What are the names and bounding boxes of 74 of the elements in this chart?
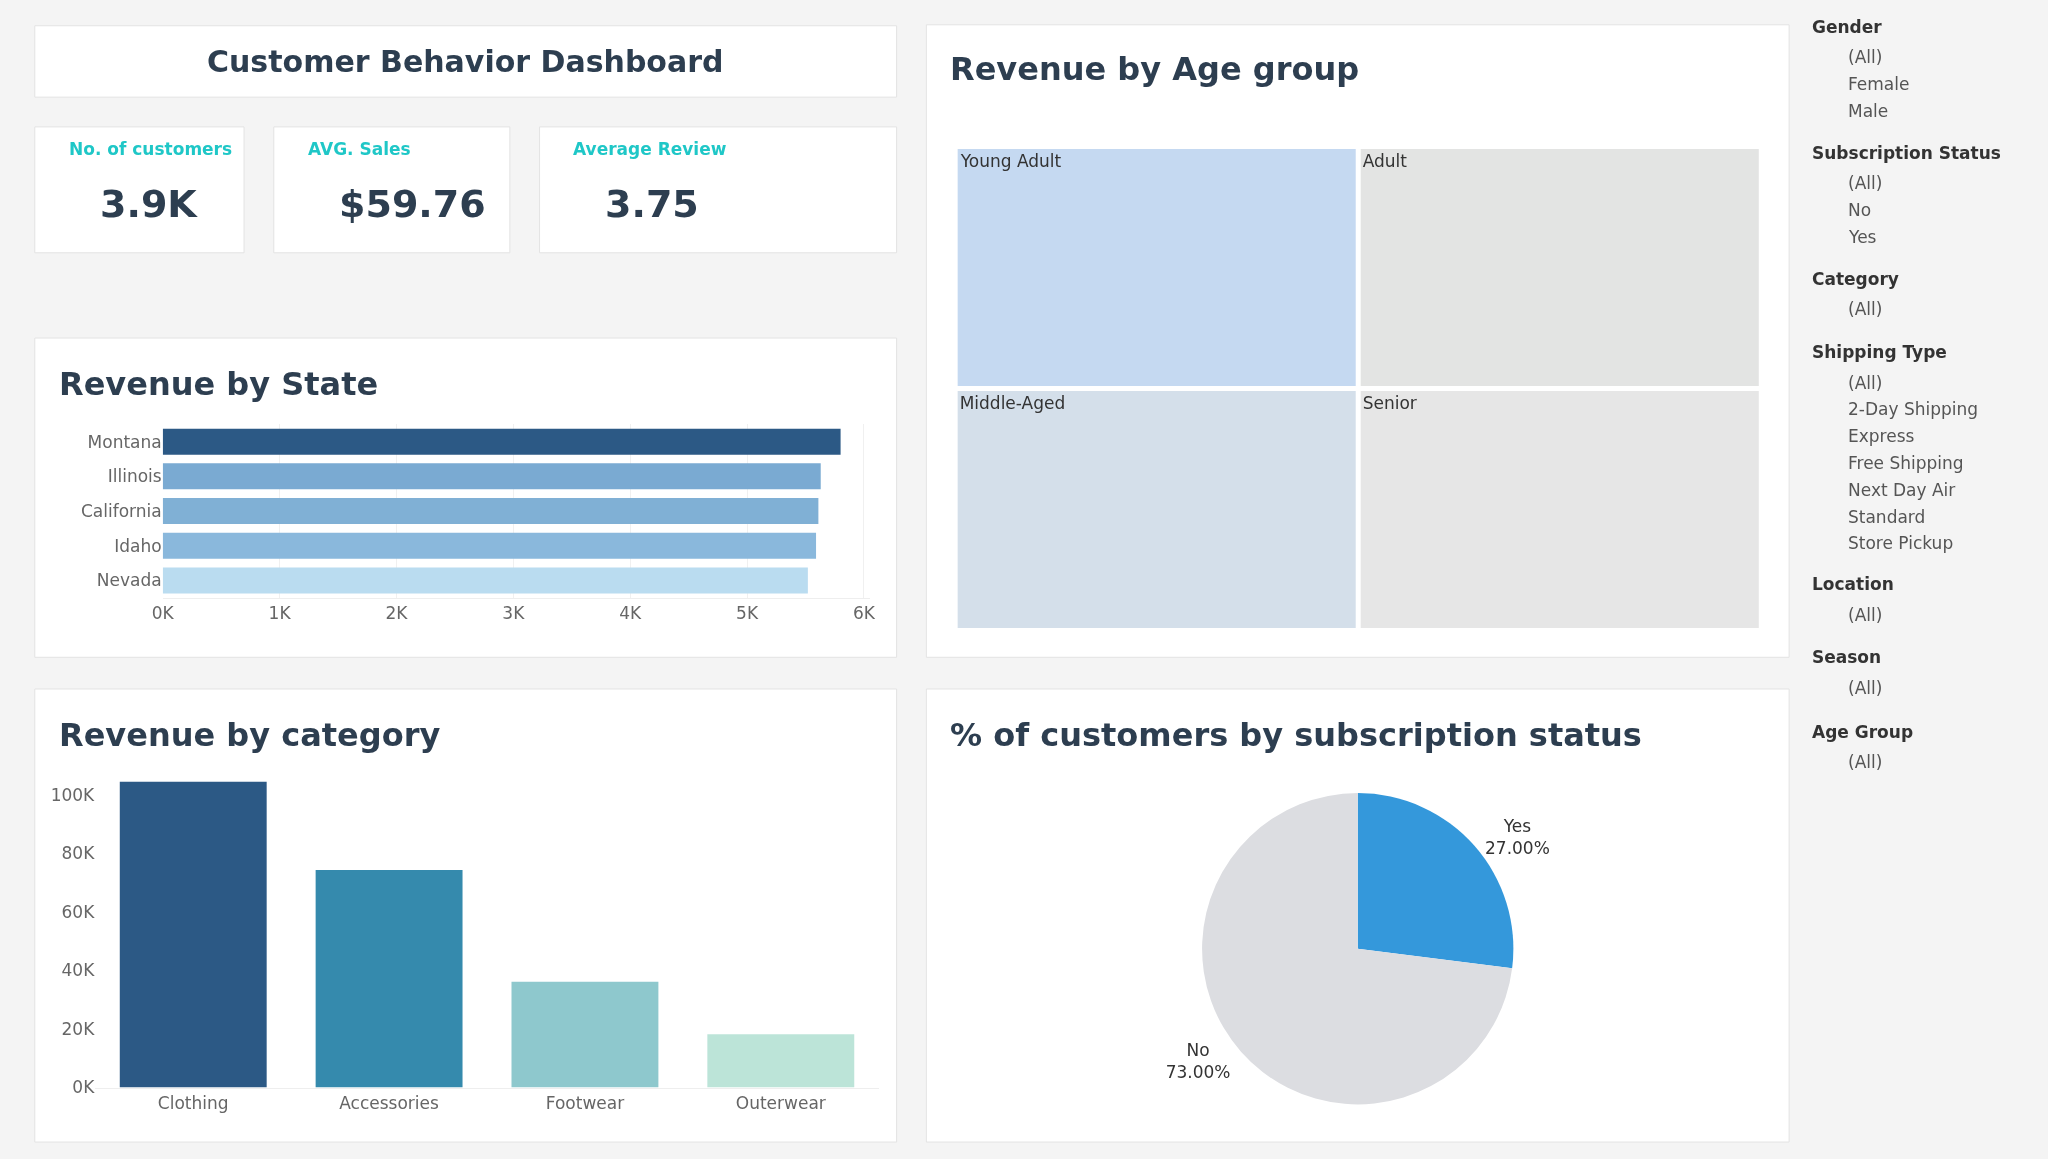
- bar: [511, 981, 659, 1088]
- text: Male: [1848, 101, 1889, 121]
- text: Location: [1812, 574, 1894, 594]
- text: Next Day Air: [1848, 480, 1956, 500]
- bar: [315, 870, 463, 1088]
- category-label: Middle-Aged: [959, 392, 1066, 413]
- x-tick-label: Accessories: [339, 1092, 440, 1113]
- x-tick-label: Clothing: [157, 1092, 229, 1113]
- bar: [162, 567, 808, 594]
- y-tick-label: Nevada: [96, 570, 162, 591]
- category-label: Senior: [1362, 392, 1417, 413]
- x-tick-label: 2K: [385, 603, 409, 624]
- y-tick-label: 80K: [61, 843, 96, 864]
- text: Average Review: [573, 139, 727, 159]
- y-tick-label: California: [81, 501, 162, 522]
- bar: [119, 781, 267, 1088]
- text: Subscription Status: [1812, 143, 2001, 163]
- text: Express: [1848, 426, 1915, 446]
- x-tick-label: 1K: [268, 603, 292, 624]
- y-tick-label: 20K: [61, 1018, 96, 1039]
- text: Gender: [1812, 17, 1883, 37]
- data-label: 27.00%: [1485, 837, 1550, 858]
- chart-title: Revenue by category: [59, 716, 441, 754]
- text: 3.9K: [100, 182, 199, 226]
- text: AVG. Sales: [308, 139, 411, 159]
- x-tick-label: 0K: [151, 603, 175, 624]
- slice-label: No: [1186, 1039, 1210, 1060]
- text: Category: [1812, 269, 1899, 289]
- category-label: Adult: [1362, 151, 1408, 172]
- bar: [162, 428, 841, 455]
- x-tick-label: 4K: [619, 603, 643, 624]
- x-tick-label: 3K: [502, 603, 526, 624]
- text: (All): [1848, 373, 1883, 393]
- text: Store Pickup: [1848, 533, 1954, 553]
- category-label: Young Adult: [959, 151, 1062, 172]
- text: Revenue by Age group: [950, 50, 1360, 88]
- bar: [162, 532, 817, 559]
- bar: [707, 1034, 855, 1088]
- x-tick-label: Outerwear: [735, 1092, 826, 1113]
- text: Season: [1812, 647, 1882, 667]
- text: (All): [1848, 752, 1883, 772]
- text: Shipping Type: [1812, 342, 1947, 362]
- x-tick-label: Footwear: [545, 1092, 625, 1113]
- bar: [162, 463, 821, 490]
- bar: [162, 498, 819, 525]
- text: No: [1848, 200, 1872, 220]
- y-tick-label: 0K: [72, 1077, 96, 1098]
- y-tick-label: 100K: [50, 784, 96, 805]
- text: (All): [1848, 605, 1883, 625]
- text: (All): [1848, 299, 1883, 319]
- text: (All): [1848, 678, 1883, 698]
- y-tick-label: Illinois: [107, 466, 162, 487]
- chart-title: % of customers by subscription status: [950, 716, 1642, 754]
- text: 2-Day Shipping: [1848, 399, 1979, 419]
- data-label: 73.00%: [1165, 1061, 1231, 1082]
- y-tick-label: 40K: [61, 960, 96, 981]
- text: 3.75: [605, 182, 699, 226]
- text: Free Shipping: [1848, 453, 1964, 473]
- text: Age Group: [1812, 722, 1914, 742]
- x-tick-label: 5K: [736, 603, 759, 624]
- y-tick-label: Idaho: [114, 535, 162, 556]
- y-tick-label: Montana: [87, 431, 162, 452]
- text: Customer Behavior Dashboard: [207, 44, 724, 79]
- text: (All): [1848, 173, 1883, 193]
- text: Female: [1848, 74, 1910, 94]
- slice-label: Yes: [1502, 815, 1532, 836]
- x-tick-label: 6K: [852, 603, 876, 624]
- chart-title: Revenue by State: [59, 365, 379, 403]
- text: $59.76: [339, 182, 486, 226]
- text: No. of customers: [69, 139, 233, 159]
- text: Standard: [1848, 507, 1926, 527]
- text: Yes: [1848, 227, 1877, 247]
- text: (All): [1848, 47, 1883, 67]
- y-tick-label: 60K: [61, 901, 96, 922]
